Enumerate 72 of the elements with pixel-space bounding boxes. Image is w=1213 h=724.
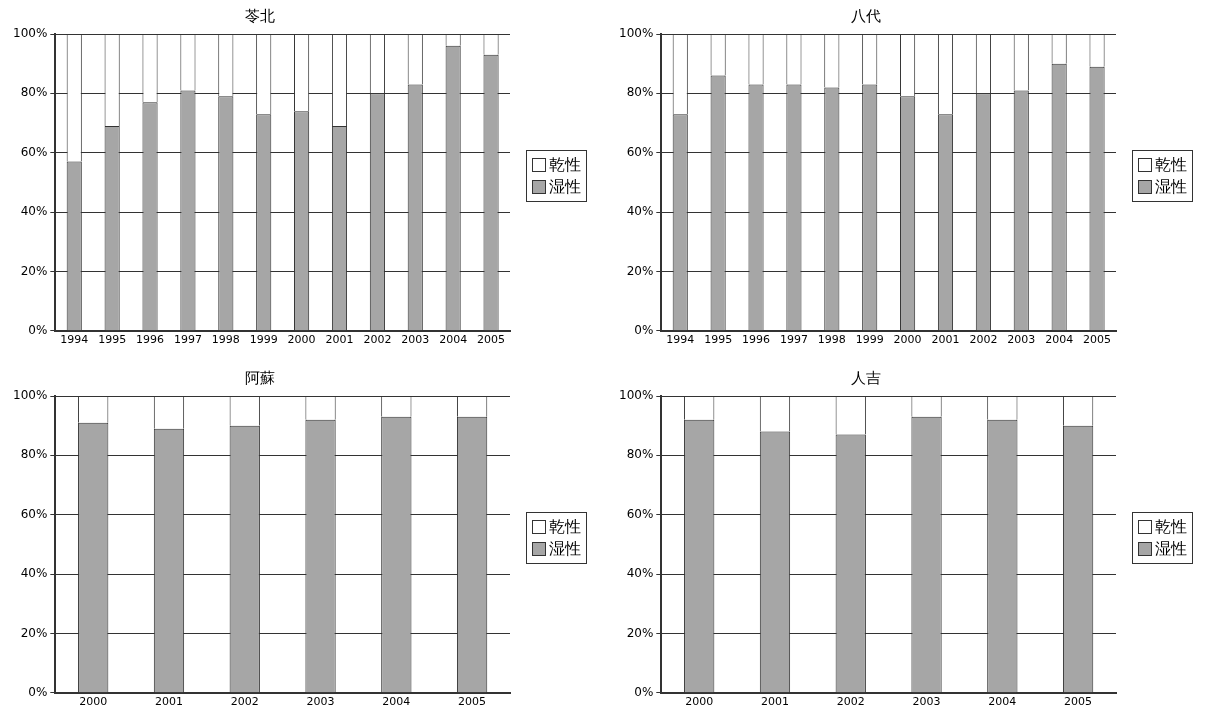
y-tick-label: 80% <box>626 447 654 462</box>
x-tick-label: 2002 <box>969 333 998 347</box>
x-tick-label: 2003 <box>912 695 941 709</box>
x-tick-label: 1997 <box>779 333 808 347</box>
x-tick-label: 2001 <box>931 333 960 347</box>
y-tick-label: 40% <box>20 566 48 581</box>
chart-title: 阿蘇 <box>245 368 275 387</box>
y-tick-label: 60% <box>20 506 48 521</box>
y-tick-label: 40% <box>626 566 654 581</box>
y-tick-label: 0% <box>28 322 48 337</box>
x-tick-label: 1999 <box>855 333 884 347</box>
x-tick-label: 2002 <box>836 695 865 709</box>
x-tick-label: 1995 <box>704 333 733 347</box>
x-tick-label: 1998 <box>817 333 846 347</box>
y-tick-label: 0% <box>634 322 654 337</box>
x-tick-label: 2003 <box>306 695 335 709</box>
y-tick-label: 80% <box>626 85 654 100</box>
chart-title: 八代 <box>851 6 881 25</box>
x-tick-label: 1996 <box>742 333 771 347</box>
x-tick-label: 2003 <box>1007 333 1036 347</box>
text: 乾性 <box>1155 516 1187 538</box>
y-tick-label: 100% <box>12 26 48 41</box>
x-tick-label: 2003 <box>401 333 430 347</box>
x-tick-label: 1996 <box>136 333 165 347</box>
x-tick-label: 1999 <box>249 333 278 347</box>
x-tick-label: 2000 <box>685 695 714 709</box>
x-tick-label: 2004 <box>382 695 411 709</box>
y-tick-label: 60% <box>626 506 654 521</box>
x-tick-label: 1994 <box>60 333 89 347</box>
y-tick-label: 100% <box>618 26 654 41</box>
y-tick-label: 60% <box>626 144 654 159</box>
text: 乾性 <box>1155 154 1187 176</box>
x-tick-label: 2004 <box>439 333 468 347</box>
y-tick-label: 20% <box>20 263 48 278</box>
text: 乾性 <box>549 516 581 538</box>
x-tick-label: 2001 <box>154 695 183 709</box>
x-tick-label: 2002 <box>363 333 392 347</box>
x-tick-label: 2000 <box>79 695 108 709</box>
x-tick-label: 2002 <box>230 695 259 709</box>
y-tick-label: 100% <box>618 388 654 403</box>
legend-label: 湿性 <box>1155 176 1187 198</box>
y-tick-label: 80% <box>20 85 48 100</box>
chart-title: 人吉 <box>851 368 881 387</box>
y-tick-label: 80% <box>20 447 48 462</box>
y-tick-label: 20% <box>626 625 654 640</box>
x-tick-label: 2005 <box>477 333 506 347</box>
x-tick-label: 2000 <box>287 333 316 347</box>
text: 乾性 <box>549 154 581 176</box>
y-tick-label: 40% <box>20 204 48 219</box>
legend-label: 湿性 <box>549 538 581 560</box>
legend-label: 湿性 <box>1155 538 1187 560</box>
y-tick-label: 20% <box>20 625 48 640</box>
y-tick-label: 20% <box>626 263 654 278</box>
legend-label: 湿性 <box>549 176 581 198</box>
chart-title: 苓北 <box>245 6 275 25</box>
y-tick-label: 100% <box>12 388 48 403</box>
x-tick-label: 2004 <box>1045 333 1074 347</box>
y-tick-label: 40% <box>626 204 654 219</box>
y-tick-label: 0% <box>634 684 654 699</box>
x-tick-label: 2005 <box>1064 695 1093 709</box>
x-tick-label: 2001 <box>325 333 354 347</box>
y-tick-label: 60% <box>20 144 48 159</box>
y-tick-label: 0% <box>28 684 48 699</box>
x-tick-label: 1995 <box>98 333 127 347</box>
x-tick-label: 1998 <box>211 333 240 347</box>
x-tick-label: 1994 <box>666 333 695 347</box>
x-tick-label: 2005 <box>458 695 487 709</box>
x-tick-label: 2004 <box>988 695 1017 709</box>
x-tick-label: 2005 <box>1083 333 1112 347</box>
x-tick-label: 2001 <box>760 695 789 709</box>
x-tick-label: 1997 <box>173 333 202 347</box>
x-tick-label: 2000 <box>893 333 922 347</box>
